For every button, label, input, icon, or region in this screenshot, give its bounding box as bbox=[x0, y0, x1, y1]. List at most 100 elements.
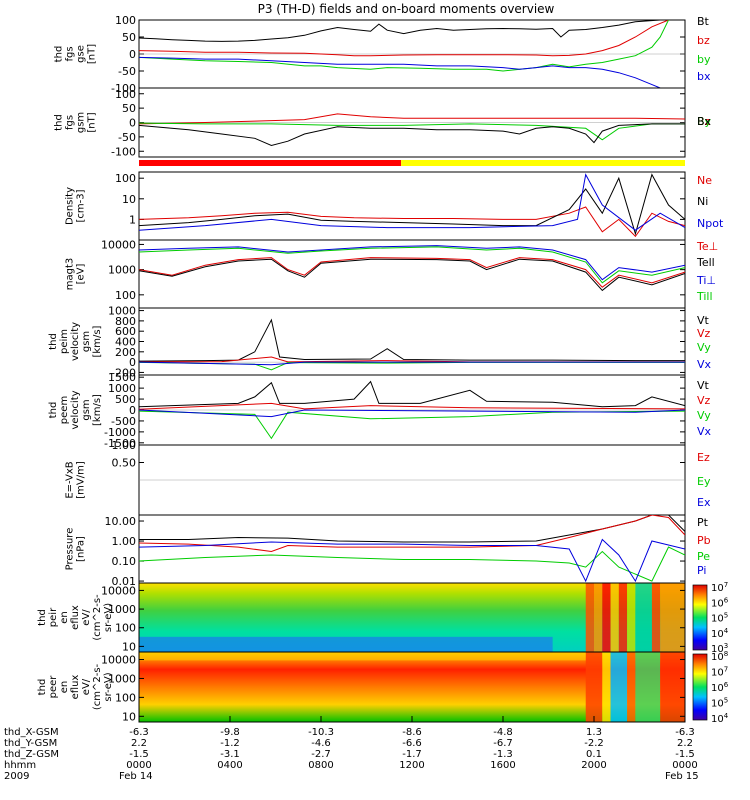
heatmap-band bbox=[602, 583, 611, 652]
y-tick-label: 200 bbox=[115, 346, 136, 359]
panel-frame bbox=[138, 514, 686, 584]
series-line-Till bbox=[139, 246, 685, 284]
colorbar-tick-label: 104 bbox=[711, 627, 729, 640]
x-annotation-value: -4.8 bbox=[493, 727, 513, 738]
y-axis-label: E=-VxB[mV/m] bbox=[65, 461, 87, 499]
y-tick-label: 1000 bbox=[108, 264, 136, 277]
panel-peer-eflux: 104 105 106 107 108 10 100 1000 10000thdpeerenef… bbox=[37, 650, 729, 725]
y-tick-label: 1000 bbox=[108, 305, 136, 318]
y-axis-label: thdpeerenefluxeV/(cm^2-s-sr-eV) bbox=[37, 663, 114, 710]
x-annotation-value: -6.7 bbox=[493, 738, 513, 749]
y-tick-label: 1000 bbox=[108, 603, 136, 616]
y-axis-label: thdfgsgse[nT] bbox=[54, 44, 98, 64]
y-axis-label: Pressure[nPa] bbox=[65, 528, 87, 571]
x-annotation-value: -10.3 bbox=[308, 727, 334, 738]
y-tick-label: 1.00 bbox=[112, 439, 137, 452]
heatmap-band bbox=[618, 583, 628, 652]
colorbar-tick-label: 107 bbox=[711, 666, 728, 679]
x-annotation-value: 1200 bbox=[399, 760, 424, 771]
x-annotation-value: -1.3 bbox=[493, 749, 513, 760]
x-annotation-value: -6.3 bbox=[675, 727, 695, 738]
colorbar-tick-label: 105 bbox=[711, 697, 728, 710]
heatmap-band bbox=[635, 652, 661, 722]
series-line-Bx bbox=[139, 123, 685, 147]
x-annotation-value: 2000 bbox=[581, 760, 606, 771]
y-tick-label: 0.01 bbox=[112, 575, 137, 588]
panel-peir-eflux: 103 104 105 106 107 10 100 1000 10000thdpeirenef… bbox=[37, 581, 729, 655]
colorbar-tick-label: 103 bbox=[711, 642, 728, 655]
heatmap-band bbox=[139, 636, 553, 652]
x-annotation-value: -6.6 bbox=[402, 738, 422, 749]
colorbar-tick-label: 104 bbox=[711, 712, 729, 725]
panel-density: 1 10 100 Density[cm-3] Ne Ni Npot bbox=[65, 171, 724, 241]
series-line-Bt bbox=[139, 20, 685, 42]
y-tick-label: 100 bbox=[115, 691, 136, 704]
heatmap-band bbox=[594, 583, 603, 652]
y-tick-label: 600 bbox=[115, 325, 136, 338]
series-line-bx bbox=[139, 56, 661, 88]
x-annotation-row-label: hhmm bbox=[4, 760, 36, 771]
x-annotation-row-label: thd_Y-GSM bbox=[4, 738, 57, 749]
series-line-bz bbox=[139, 20, 669, 57]
legend-entry: Ez bbox=[697, 451, 710, 464]
heatmap-band bbox=[139, 652, 586, 661]
x-annotation-value: -2.2 bbox=[584, 738, 604, 749]
series-line-Vt bbox=[139, 318, 685, 362]
y-tick-label: 100 bbox=[115, 289, 136, 302]
x-annotation-value: 0000 bbox=[126, 760, 151, 771]
y-tick-label: 0 bbox=[129, 356, 136, 369]
legend-entry: Ti⊥ bbox=[696, 274, 716, 287]
heatmap-band bbox=[627, 652, 636, 722]
y-tick-label: 1500 bbox=[108, 371, 136, 384]
heatmap-band bbox=[627, 583, 636, 652]
heatmap-band bbox=[585, 583, 594, 652]
y-tick-label: -50 bbox=[118, 65, 136, 78]
y-tick-label: 800 bbox=[115, 315, 136, 328]
colorbar-tick-label: 108 bbox=[711, 650, 728, 663]
x-annotation-value: -1.7 bbox=[402, 749, 422, 760]
legend-entry: bx bbox=[697, 70, 711, 83]
y-axis-label: thdpeimvelocitygsm[km/s] bbox=[48, 322, 103, 361]
y-tick-label: -100 bbox=[111, 82, 136, 95]
legend-entry: Vx bbox=[697, 358, 712, 371]
x-annotation-value: -1.5 bbox=[675, 749, 695, 760]
x-annotation-value: -9.8 bbox=[220, 727, 240, 738]
y-tick-label: 1.00 bbox=[112, 535, 137, 548]
colorbar bbox=[692, 584, 708, 651]
y-tick-label: 1 bbox=[129, 213, 136, 226]
panel-fgs-gse: -100 -50 0 50 100 thdfgsgse[nT] Bt bz by bx bbox=[54, 14, 711, 95]
panel-frame bbox=[138, 307, 686, 376]
panel-temperature: 100 1000 10000 magt3[eV] Te⊥ Tell Ti⊥ Till bbox=[65, 238, 718, 309]
y-tick-label: 10 bbox=[122, 710, 136, 723]
series-line-Vz bbox=[139, 402, 685, 410]
y-tick-label: 50 bbox=[122, 31, 136, 44]
y-tick-label: 0 bbox=[129, 404, 136, 417]
x-annotation-value: -1.2 bbox=[220, 738, 240, 749]
legend-entry: Vt bbox=[697, 379, 710, 392]
x-annotation-value: -1.5 bbox=[129, 749, 149, 760]
y-tick-label: -1500 bbox=[104, 437, 136, 450]
legend-entry: Tell bbox=[696, 256, 715, 269]
legend-entry: Pi bbox=[697, 564, 706, 577]
y-tick-label: 10000 bbox=[101, 584, 136, 597]
series-line-By bbox=[139, 122, 685, 141]
y-tick-label: -200 bbox=[111, 366, 136, 379]
series-line-Ne bbox=[139, 206, 685, 238]
colorbar-tick-label: 107 bbox=[711, 581, 728, 594]
series-line-Vx bbox=[139, 409, 685, 418]
y-axis-label: thdpeemvelocitygsm[km/s] bbox=[48, 390, 103, 429]
x-annotation-value: -2.7 bbox=[311, 749, 331, 760]
legend-entry: Ey bbox=[697, 475, 711, 488]
y-tick-label: 0 bbox=[129, 48, 136, 61]
legend-entry: Te⊥ bbox=[696, 240, 718, 253]
colorbar-tick-label: 105 bbox=[711, 612, 728, 625]
panel-efield: 0.50 1.00 E=-VxB[mV/m] Ez Ey Ex bbox=[65, 439, 711, 516]
x-annotation-value: -8.6 bbox=[402, 727, 422, 738]
y-tick-label: 0.50 bbox=[112, 457, 137, 470]
x-annotation-value: 0.1 bbox=[586, 749, 602, 760]
y-tick-label: -50 bbox=[118, 131, 136, 144]
x-annotation-value: Feb 15 bbox=[665, 771, 699, 782]
